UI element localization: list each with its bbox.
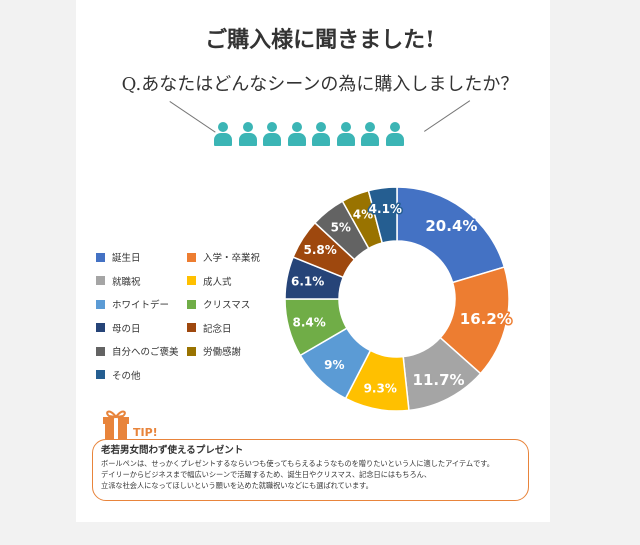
- legend-swatch: [96, 370, 105, 379]
- legend-item: 入学・卒業祝: [187, 250, 260, 264]
- person-icon: [335, 122, 357, 146]
- tip-label: TIP!: [133, 426, 158, 439]
- legend-item: 成人式: [187, 274, 232, 288]
- legend-label: 記念日: [203, 323, 232, 335]
- tip-line: 立派な社会人になってほしいという願いを込めた就職祝いなどにも選ばれています。: [101, 481, 373, 490]
- legend-swatch: [187, 323, 196, 332]
- legend-swatch: [187, 252, 196, 262]
- person-icon: [237, 122, 259, 146]
- gift-icon: [103, 410, 129, 439]
- donut-slice: [367, 186, 398, 244]
- slice-label: 16.2%: [460, 310, 512, 328]
- legend-label: その他: [112, 370, 141, 382]
- slice-label: 4%: [353, 208, 373, 222]
- legend-item: 母の日: [96, 321, 141, 335]
- legend-label: クリスマス: [203, 300, 251, 311]
- slice-label: 20.4%: [425, 217, 477, 235]
- legend-item: 記念日: [187, 321, 232, 335]
- legend-label: 誕生日: [112, 253, 141, 264]
- person-icon: [310, 122, 332, 146]
- legend-item: 自分へのご褒美: [96, 344, 179, 358]
- tip-line: ボールペンは、せっかくプレゼントするならいつも使ってもらえるようなものを贈りたい…: [101, 459, 494, 468]
- person-icon: [384, 122, 406, 146]
- person-icon: [212, 122, 234, 146]
- slice-label: 9.3%: [364, 381, 397, 395]
- person-icon: [286, 122, 308, 146]
- slice-label: 5.8%: [304, 243, 337, 257]
- legend-item: 誕生日: [96, 250, 141, 264]
- legend-label: 成人式: [203, 276, 232, 288]
- tip-box: 老若男女問わず使えるプレゼント ボールペンは、せっかくプレゼントするならいつも使…: [92, 439, 529, 501]
- slice-label: 8.4%: [293, 316, 326, 330]
- person-icon: [261, 122, 283, 146]
- legend-swatch: [96, 323, 105, 332]
- person-icon: [359, 122, 381, 146]
- legend-swatch: [187, 299, 196, 309]
- legend-swatch: [187, 276, 196, 285]
- slice-label: 9%: [324, 358, 344, 372]
- legend-swatch: [96, 252, 105, 262]
- tip-line: デイリーからビジネスまで幅広いシーンで活躍するため、誕生日やクリスマス、記念日に…: [101, 470, 432, 479]
- legend-swatch: [96, 299, 105, 309]
- legend-label: 自分へのご褒美: [112, 347, 179, 358]
- legend-label: 母の日: [112, 323, 141, 335]
- legend-label: ホワイトデー: [112, 300, 170, 311]
- legend-item: 労働感謝: [187, 344, 241, 358]
- legend-swatch: [96, 346, 105, 356]
- legend-item: ホワイトデー: [96, 297, 169, 311]
- slice-label: 11.7%: [413, 371, 465, 389]
- legend-item: クリスマス: [187, 297, 250, 311]
- legend-swatch: [96, 276, 105, 285]
- survey-question: Q.あなたはどんなシーンの為に購入しましたか？: [121, 74, 519, 95]
- slice-label: 5%: [331, 220, 351, 234]
- legend-item: その他: [96, 368, 141, 382]
- slice-label: 4.1%: [369, 202, 402, 216]
- tip-heading: 老若男女問わず使えるプレゼント: [101, 445, 244, 456]
- page-title: ご購入様に聞きました!: [205, 27, 435, 53]
- legend-label: 労働感謝: [203, 347, 242, 358]
- slice-label: 6.1%: [291, 275, 324, 289]
- donut-slice: [396, 186, 506, 284]
- legend-label: 入学・卒業祝: [203, 253, 261, 264]
- legend-label: 就職祝: [112, 276, 141, 288]
- legend-swatch: [187, 346, 196, 356]
- legend-item: 就職祝: [96, 274, 141, 288]
